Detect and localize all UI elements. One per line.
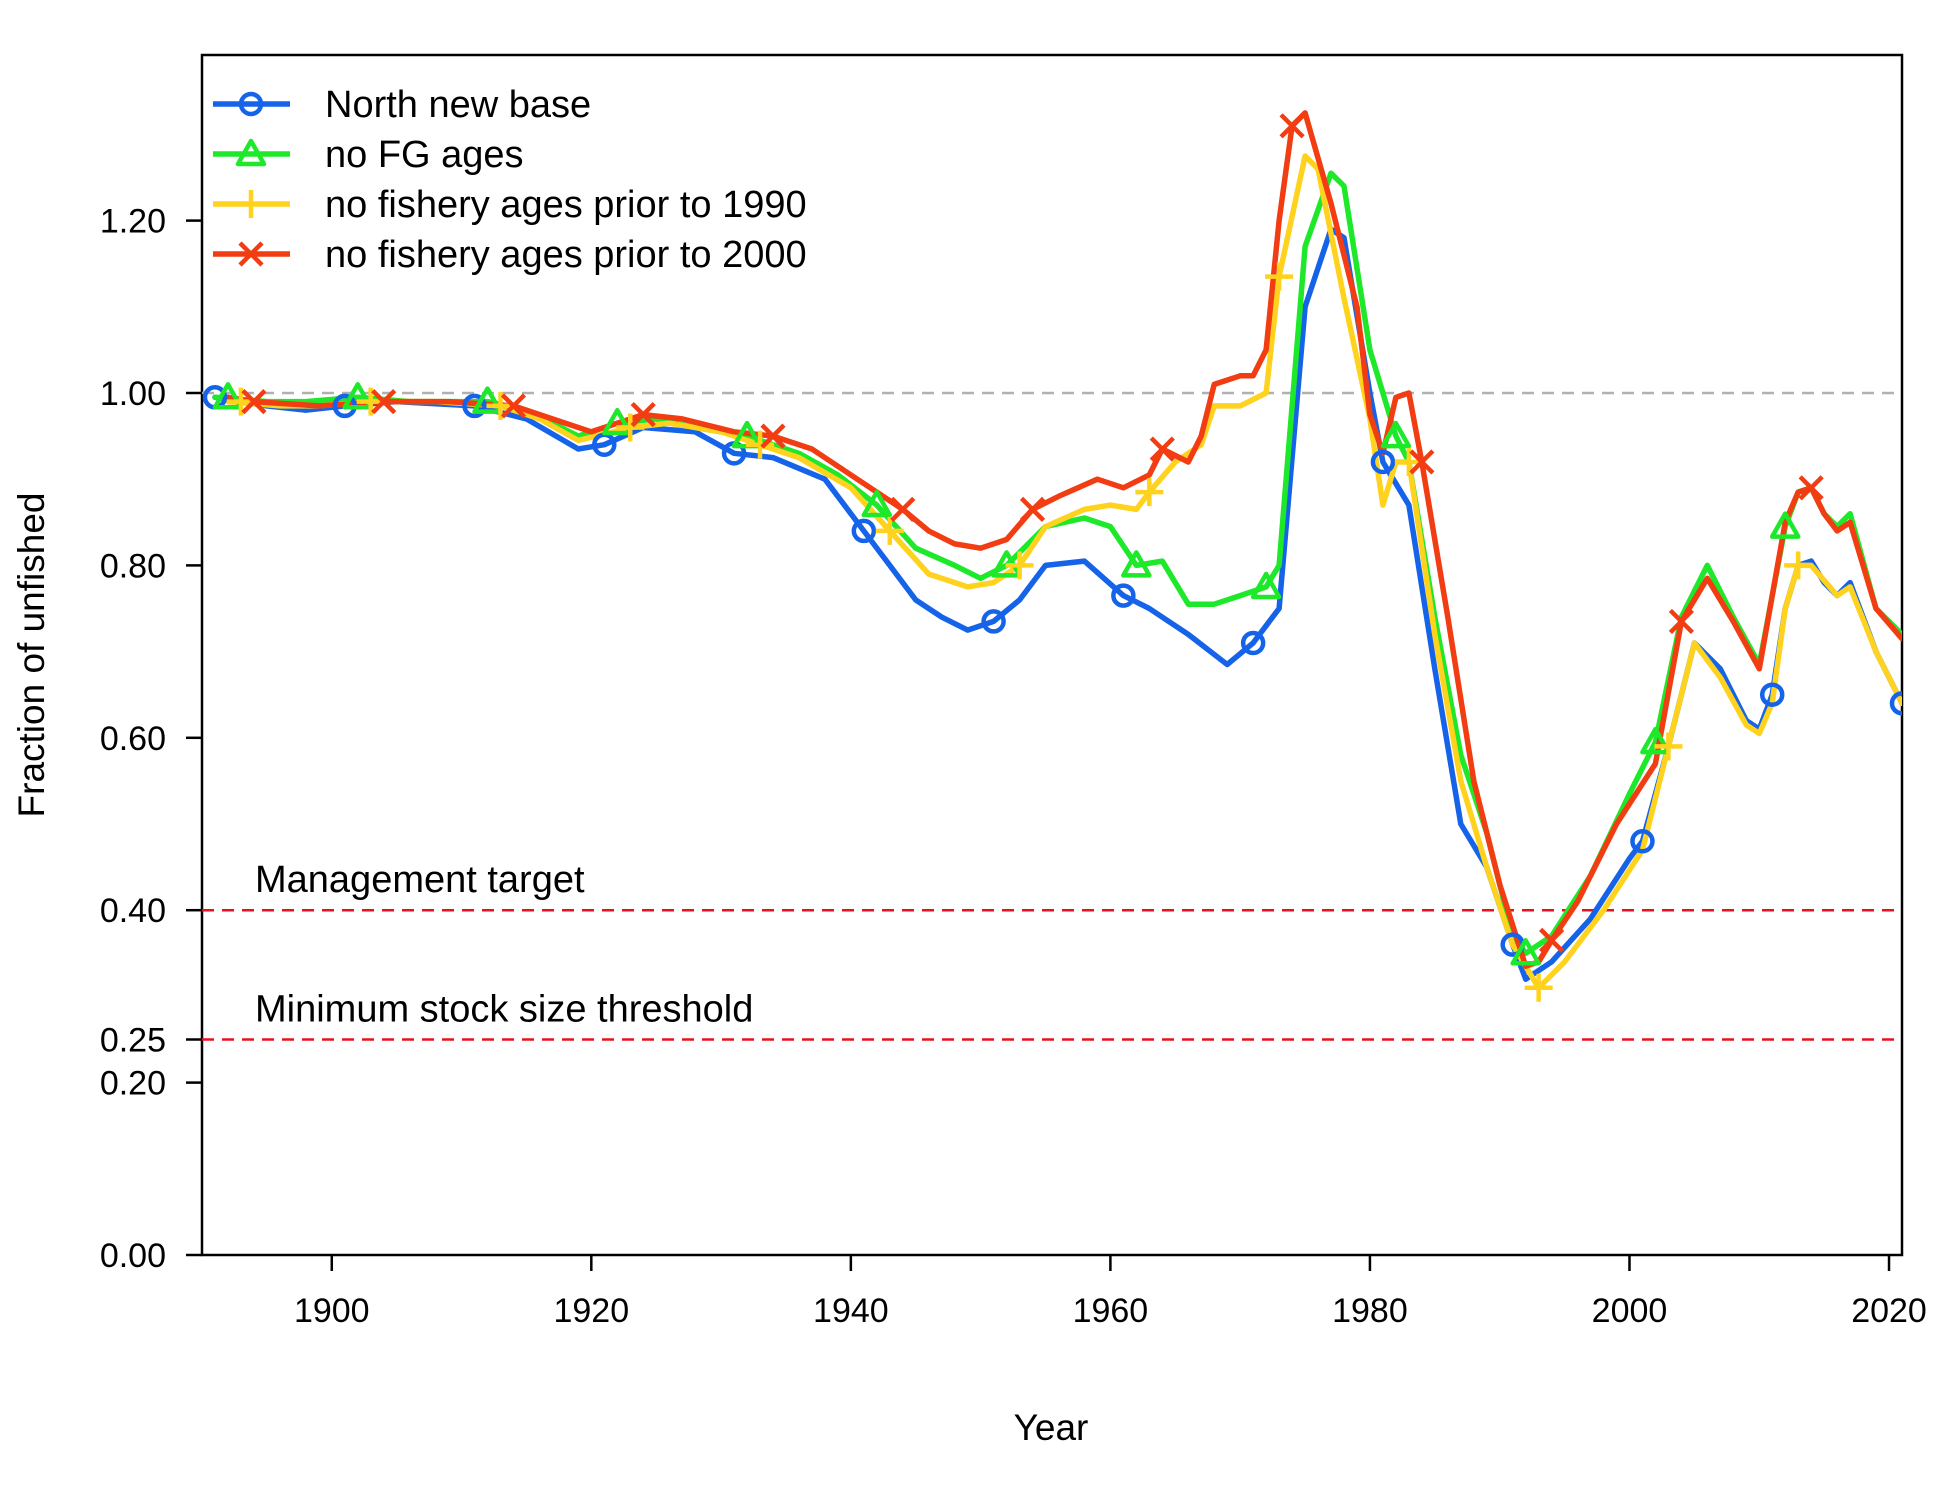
data-point-3 — [1279, 113, 1305, 139]
data-point-1 — [1250, 571, 1282, 600]
y-axis: 0.00 0.20 0.25 0.40 0.60 0.80 1.00 1.20 — [100, 203, 202, 1275]
data-point-2 — [356, 387, 385, 416]
y-axis-title: Fraction of unfished — [11, 493, 52, 818]
legend-item: no fishery ages prior to 1990 — [213, 184, 807, 226]
data-point-3 — [500, 393, 527, 419]
x-tick-label: 1980 — [1332, 1292, 1408, 1330]
data-point-1 — [1769, 511, 1801, 539]
series-line-1 — [212, 170, 1902, 957]
x-axis-title: Year — [1014, 1407, 1089, 1448]
x-tick-label: 1940 — [813, 1292, 889, 1330]
y-tick-label: 0.25 — [100, 1022, 166, 1060]
legend-label: no FG ages — [325, 134, 524, 176]
y-tick-label: 0.00 — [100, 1237, 166, 1275]
data-point-2 — [226, 387, 255, 416]
data-point-0 — [1240, 630, 1266, 656]
legend-marker — [238, 91, 264, 117]
data-point-3 — [241, 389, 267, 415]
plot-frame — [200, 53, 1904, 1257]
legend-label: no fishery ages prior to 2000 — [325, 234, 807, 276]
x-tick-label: 1960 — [1073, 1292, 1149, 1330]
legend-label: North new base — [325, 84, 591, 126]
legend-marker — [238, 241, 264, 267]
y-tick-label: 1.20 — [100, 203, 166, 241]
series-line-0 — [212, 226, 1902, 982]
x-tick-label: 2020 — [1851, 1292, 1927, 1330]
data-point-2 — [1524, 973, 1553, 1002]
y-tick-label: 0.20 — [100, 1065, 166, 1103]
data-point-2 — [875, 516, 904, 545]
y-tick-label: 0.80 — [100, 547, 166, 585]
x-tick-label: 1900 — [294, 1292, 370, 1330]
data-point-3 — [1798, 475, 1824, 501]
reference-line-label: Minimum stock size threshold — [255, 989, 753, 1031]
data-point-3 — [630, 401, 656, 428]
y-tick-label: 0.60 — [100, 720, 166, 758]
data-point-0 — [1630, 828, 1655, 854]
data-point-3 — [1149, 436, 1175, 462]
data-point-0 — [1370, 449, 1396, 475]
data-point-0 — [981, 609, 1006, 634]
data-point-2 — [616, 413, 645, 442]
data-point-0 — [1889, 691, 1902, 716]
data-point-3 — [760, 423, 786, 449]
y-tick-label: 0.40 — [100, 892, 166, 930]
data-point-1 — [602, 407, 633, 436]
legend-item: no fishery ages prior to 2000 — [213, 234, 807, 276]
legend-label: no fishery ages prior to 1990 — [325, 184, 807, 226]
data-point-1 — [1121, 550, 1152, 578]
legend-marker — [237, 190, 265, 218]
data-point-1 — [472, 386, 503, 414]
data-point-3 — [1668, 608, 1694, 635]
data-point-3 — [890, 496, 916, 522]
data-point-1 — [1510, 938, 1541, 966]
data-point-1 — [1640, 726, 1671, 755]
data-point-3 — [1019, 496, 1046, 522]
data-point-2 — [1654, 732, 1683, 761]
legend: North new base no FG ages no fishery ages … — [213, 84, 807, 276]
data-point-2 — [1784, 551, 1813, 580]
data-point-1 — [861, 489, 893, 518]
series-line-2 — [225, 153, 1902, 991]
data-point-2 — [1135, 478, 1164, 507]
data-point-1 — [342, 382, 373, 410]
legend-item: North new base — [213, 84, 591, 126]
data-point-1 — [1380, 420, 1412, 449]
reference-line-label: Management target — [255, 859, 585, 901]
data-point-0 — [851, 518, 877, 544]
x-axis: 1900 1920 1940 1960 1980 2000 2020 — [294, 1255, 1927, 1330]
data-point-3 — [371, 389, 397, 415]
data-point-0 — [1111, 583, 1136, 608]
legend-item: no FG ages — [213, 134, 524, 176]
x-tick-label: 1920 — [553, 1292, 629, 1330]
x-tick-label: 2000 — [1592, 1292, 1668, 1330]
data-point-3 — [1409, 449, 1435, 475]
data-point-0 — [1759, 682, 1785, 707]
data-point-2 — [1394, 447, 1423, 476]
data-point-0 — [462, 393, 487, 419]
data-point-1 — [212, 382, 244, 410]
data-point-3 — [1539, 927, 1565, 953]
data-point-2 — [1265, 262, 1294, 291]
y-tick-label: 1.00 — [100, 375, 166, 413]
legend-marker — [235, 138, 267, 167]
data-point-2 — [1005, 551, 1034, 580]
data-point-2 — [486, 391, 515, 420]
data-point-2 — [746, 430, 775, 459]
